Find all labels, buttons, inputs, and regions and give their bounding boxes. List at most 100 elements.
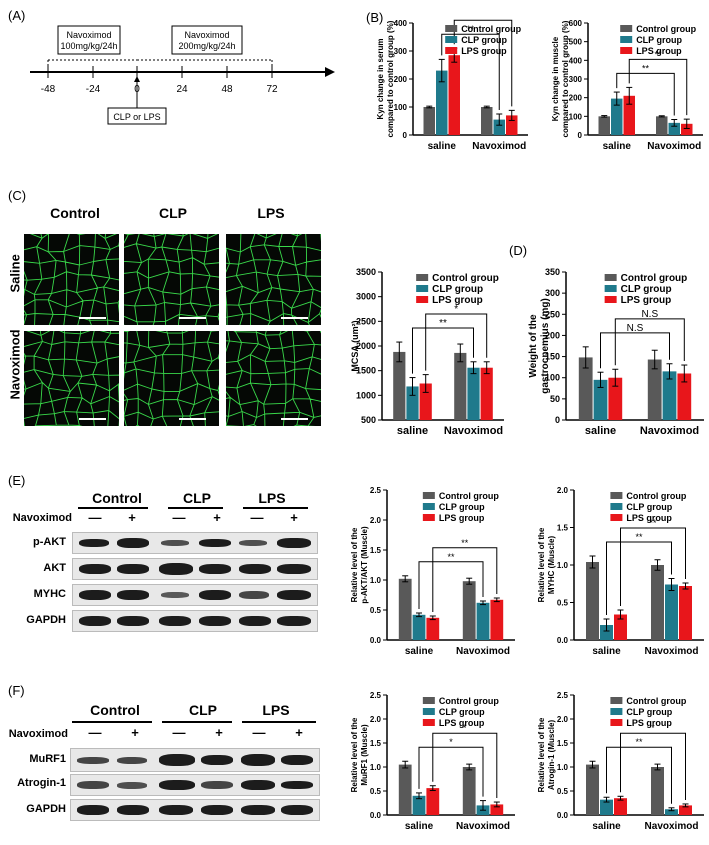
y-tick-label: 100 <box>545 373 560 383</box>
significance-label: ** <box>447 552 455 562</box>
fiber-membrane-mesh <box>226 234 321 325</box>
legend-swatch <box>610 492 623 499</box>
bar-control-group <box>462 767 476 815</box>
significance-label: ** <box>649 518 657 528</box>
y-axis-label-line: Kyn change in muscle <box>551 36 560 121</box>
legend-label: Control group <box>439 491 499 501</box>
y-tick-label: 2500 <box>356 316 376 326</box>
y-tick-label: 200 <box>545 330 560 340</box>
significance-bracket <box>412 327 474 374</box>
legend-label: Control group <box>626 696 686 706</box>
legend-label: CLP group <box>621 284 672 295</box>
x-tick-label: saline <box>603 141 632 152</box>
x-tick-label: saline <box>405 646 434 657</box>
y-axis-label: Relative level of theMYHC (Muscle) <box>537 527 556 602</box>
blot-f-sign: — <box>252 725 266 740</box>
fiber-membrane-mesh <box>24 331 119 426</box>
blot-f-group-lps: LPS <box>262 702 290 718</box>
y-tick-label: 50 <box>550 394 560 404</box>
significance-label: ** <box>654 49 662 59</box>
legend-swatch <box>445 47 458 54</box>
legend-label: Control group <box>439 696 499 706</box>
blot-e-sign: — <box>172 510 186 525</box>
bar-lps-group <box>608 377 623 420</box>
significance-label: * <box>651 723 655 733</box>
tick-label: -24 <box>86 84 101 95</box>
y-tick-label: 2000 <box>356 341 376 351</box>
y-tick-label: 200 <box>394 75 408 84</box>
significance-label: ** <box>467 24 475 34</box>
legend-label: Control group <box>432 273 499 284</box>
bar-clp-group <box>476 602 490 640</box>
timeline-arrowhead <box>325 67 335 77</box>
y-tick-label: 500 <box>569 38 583 47</box>
blot-f-strip-murf1 <box>70 748 320 772</box>
fiber-membrane-mesh <box>124 234 219 325</box>
legend-label: CLP group <box>439 502 485 512</box>
bar-lps-group <box>623 95 635 135</box>
x-tick-label: saline <box>428 141 457 152</box>
y-tick-label: 0.5 <box>370 606 382 615</box>
panel-label-a: (A) <box>8 8 26 23</box>
y-tick-label: 2.5 <box>370 691 382 700</box>
legend-swatch <box>620 47 633 54</box>
x-tick-label: Navoximod <box>444 425 503 437</box>
legend-label: CLP group <box>626 707 672 717</box>
y-tick-label: 100 <box>569 112 583 121</box>
significance-label: N.S <box>627 323 644 334</box>
y-axis-label-line: Relative level of the <box>537 527 546 602</box>
significance-bracket <box>418 746 484 797</box>
bar-clp-group <box>406 386 419 420</box>
chart-mcsa: 500 1000 1500 2000 2500 3000 3500 MCSA (um²) sal… <box>350 267 504 437</box>
legend-swatch <box>416 296 429 303</box>
dose-box-2-line1: Navoximod <box>184 30 229 40</box>
blot-f-group-clp: CLP <box>189 702 217 718</box>
legend-label: Control group <box>461 24 521 34</box>
y-axis-label: Weight of thegastrocnemius (mg) <box>528 298 551 394</box>
significance-label: ** <box>635 532 643 542</box>
y-axis-label: Relative level of theAtrogin-1 (Muscle) <box>537 717 556 792</box>
legend-swatch <box>604 285 617 292</box>
bar-lps-group <box>490 599 504 640</box>
micro-col-lps: LPS <box>257 205 285 221</box>
y-tick-label: 3500 <box>356 267 376 277</box>
y-axis-label-line: gastrocnemius (mg) <box>540 298 551 394</box>
y-tick-label: 400 <box>394 19 408 28</box>
blot-e-strip-akt <box>72 558 318 580</box>
blot-e-group-lps: LPS <box>258 490 286 506</box>
bar-clp-group <box>668 122 680 135</box>
bar-lps-group <box>614 798 627 815</box>
panel-label-b: (B) <box>366 10 384 25</box>
y-tick-label: 2.0 <box>370 516 382 525</box>
fiber-membrane-mesh <box>226 331 321 426</box>
legend-swatch <box>610 514 623 521</box>
x-tick-label: Navoximod <box>472 141 526 152</box>
legend-swatch <box>445 36 458 43</box>
legend-swatch <box>610 719 623 726</box>
legend-label: Control group <box>621 273 688 284</box>
y-tick-label: 300 <box>569 75 583 84</box>
y-axis-label-line: MYHC (Muscle) <box>547 536 556 595</box>
y-axis-label: Relative level of theMuRF1 (Muscle) <box>350 717 369 792</box>
micrograph-saline-clp <box>124 234 219 325</box>
micro-row-navoximod: Navoximod <box>7 329 23 400</box>
dose-box-1 <box>57 25 121 55</box>
legend-swatch <box>416 285 429 292</box>
legend-swatch <box>610 503 623 510</box>
blot-e-row-label: GAPDH <box>26 614 66 626</box>
y-tick-label: 150 <box>545 352 560 362</box>
legend-swatch <box>604 296 617 303</box>
y-axis-label: Relative level of thep-AKT/AKT (Muscle) <box>350 526 369 604</box>
y-tick-label: 1.5 <box>557 739 569 748</box>
blot-e-strip-pakt <box>72 532 318 554</box>
bar-clp-group <box>600 799 613 815</box>
chart-gastrocnemius-weight: 0 50 100 150 200 250 300 350 Weight of thegastro… <box>528 267 704 437</box>
panel-label-d: (D) <box>509 243 528 258</box>
bar-lps-group <box>426 788 440 815</box>
legend-swatch <box>620 36 633 43</box>
blot-f-row-label: GAPDH <box>26 803 66 815</box>
blot-e-strip-myhc <box>72 584 318 606</box>
blot-f-sign: + <box>131 725 139 740</box>
